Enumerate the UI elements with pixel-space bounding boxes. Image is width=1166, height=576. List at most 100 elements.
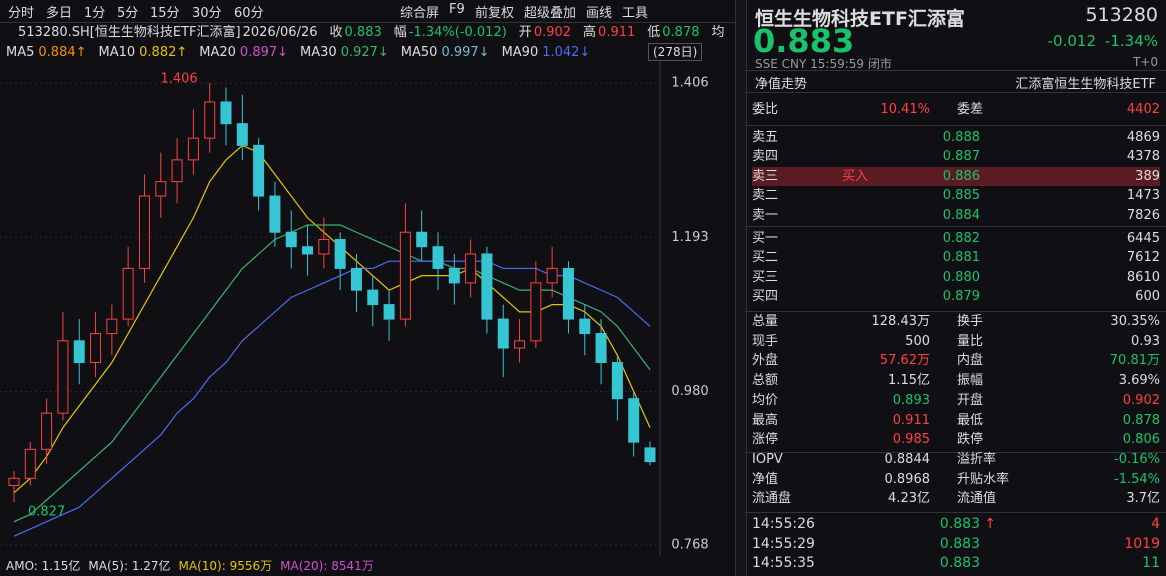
- order-volume: 4378: [1126, 149, 1160, 165]
- order-volume: 1473: [1126, 188, 1160, 204]
- stat-value: 0.93: [1131, 333, 1160, 349]
- stat-value: 1.15亿: [888, 373, 930, 389]
- tick-volume: 4: [1151, 516, 1160, 532]
- order-price: 0.884: [942, 207, 980, 223]
- candle-body: [41, 412, 53, 450]
- candle-body: [562, 267, 574, 320]
- stat-value: 128.43万: [871, 314, 931, 329]
- tool-tab[interactable]: 1分: [84, 6, 106, 21]
- y-tick-label: 0.768: [671, 537, 708, 552]
- stat-value: 4.23亿: [888, 491, 930, 507]
- order-volume: 6445: [1126, 231, 1160, 246]
- candle-body: [367, 289, 379, 306]
- tool-tab[interactable]: 5分: [117, 6, 139, 21]
- tool-button[interactable]: 画线: [586, 6, 613, 21]
- candle-body: [269, 195, 281, 233]
- min-label: 0.827: [28, 505, 65, 520]
- candle-body: [530, 282, 542, 342]
- candle-body: [8, 477, 20, 487]
- tick-time: 14:55:29: [752, 535, 815, 552]
- candle-body: [465, 253, 477, 284]
- ma-name: MA5: [6, 45, 35, 60]
- stat-value: 0.902: [1122, 392, 1160, 408]
- tool-tab[interactable]: 分时: [8, 6, 35, 21]
- panel-row: 现手 500 量比 0.93: [752, 332, 1160, 351]
- stat-label: 总额: [752, 373, 779, 389]
- stat-label: 现手: [752, 333, 779, 349]
- tool-tab[interactable]: 15分: [150, 6, 180, 21]
- ma-name: MA90: [501, 45, 539, 60]
- tick-price: 0.883: [939, 516, 980, 532]
- order-price: 0.881: [942, 250, 980, 266]
- tool-button[interactable]: 工具: [622, 6, 649, 21]
- tool-tab[interactable]: 30分: [192, 6, 222, 21]
- order-label: 卖一: [752, 207, 779, 223]
- undefined: 委比: [752, 102, 779, 117]
- stat-label: 涨停: [752, 432, 779, 448]
- separator: [745, 70, 1166, 71]
- fund-name: 恒生生物科技ETF汇添富: [755, 8, 965, 30]
- ma-value: 1.042↓: [542, 45, 591, 60]
- stat-label: 外盘: [752, 353, 779, 369]
- ma-value: 0.882↑: [139, 45, 188, 60]
- price: 0.883: [753, 22, 855, 60]
- order-volume: 4869: [1126, 130, 1160, 145]
- info-range-label: 幅: [393, 25, 407, 40]
- stat-value: -1.54%: [1114, 471, 1160, 487]
- stat-label: 流通值: [957, 491, 997, 507]
- panel-row: 均价 0.893 开盘 0.902: [752, 391, 1160, 410]
- candle-body: [350, 267, 362, 291]
- candle-body: [73, 340, 85, 363]
- stat-value: 500: [905, 333, 930, 349]
- candle-body: [155, 181, 167, 197]
- tool-button[interactable]: 前复权: [475, 6, 515, 21]
- order-volume: 8610: [1126, 269, 1160, 285]
- separator: [745, 452, 1166, 453]
- info-close: 0.883: [344, 25, 382, 40]
- order-volume: 7612: [1126, 250, 1160, 266]
- panel-row: 买二 0.881 7612: [752, 248, 1160, 267]
- info-date: 2026/06/26: [242, 25, 318, 40]
- candle-body: [579, 318, 591, 335]
- tool-button[interactable]: F9: [449, 2, 465, 17]
- panel-row: 14:55:35 0.883 11: [752, 554, 1160, 573]
- ma-line: [13, 144, 651, 494]
- amount-value: 8541万: [331, 559, 374, 573]
- candle-body: [546, 267, 558, 284]
- candle-body: [106, 318, 118, 335]
- info-bar: 513280.SH[恒生生物科技ETF汇添富] 2026/06/26 收 0.883 幅…: [6, 23, 725, 42]
- order-volume: 389: [1135, 168, 1160, 184]
- candle-body: [416, 231, 428, 248]
- candle-body: [399, 231, 411, 320]
- stat-label: 最低: [957, 412, 984, 428]
- separator: [745, 125, 1166, 126]
- stat-label: 内盘: [957, 353, 984, 369]
- info-high: 0.911: [598, 25, 636, 40]
- amount-value: 9556万: [229, 559, 273, 573]
- info-symbol: 513280.SH[恒生生物科技ETF汇添富]: [18, 25, 241, 40]
- stat-value: 0.911: [892, 412, 930, 428]
- tool-tab[interactable]: 多日: [46, 6, 73, 21]
- stat-label: 量比: [957, 333, 984, 349]
- info-open-label: 开: [518, 25, 532, 40]
- amount-bar: AMO: 1.15亿 MA(5): 1.27亿 MA(10): 9556万 MA(20…: [6, 557, 382, 575]
- candle-body: [302, 246, 314, 255]
- stat-label: IOPV: [752, 451, 783, 467]
- order-label: 买四: [752, 289, 779, 305]
- period[interactable]: (278日): [648, 43, 703, 61]
- candle-body: [220, 101, 232, 125]
- y-tick-label: 1.193: [671, 230, 708, 245]
- tool-button[interactable]: 综合屏: [400, 6, 440, 21]
- info-low: 0.878: [662, 25, 700, 40]
- candle-body: [24, 448, 36, 479]
- buy-tag: 买入: [842, 168, 869, 184]
- stat-value: 0.806: [1122, 432, 1160, 448]
- ma-line: [13, 224, 651, 523]
- tool-button[interactable]: 超级叠加: [524, 6, 577, 21]
- tick-time: 14:55:26: [752, 516, 815, 532]
- ma-value: 0.927↓: [340, 45, 389, 60]
- divider[interactable]: [735, 0, 747, 576]
- tool-tab[interactable]: 60分: [234, 6, 264, 21]
- candle-body: [644, 447, 656, 463]
